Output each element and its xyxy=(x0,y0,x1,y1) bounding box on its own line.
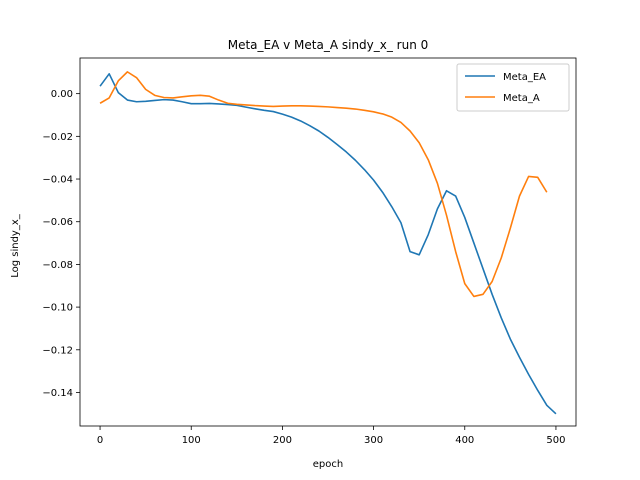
axes-layer: 0 100 200 300 400 500 0.00 −0.02 −0.04 −0.06 −0.08… xyxy=(42,57,577,446)
y-tick-label: −0.12 xyxy=(42,345,73,356)
series-line-meta-ea xyxy=(99,73,557,415)
legend-label-meta-a: Meta_A xyxy=(503,93,540,104)
series-line-meta-a xyxy=(99,71,548,298)
x-tick-label: 0 xyxy=(97,435,103,446)
y-tick-label: −0.08 xyxy=(42,260,73,271)
y-tick-label: −0.10 xyxy=(42,303,73,314)
series-layer xyxy=(99,71,557,415)
x-axis-title: epoch xyxy=(313,459,343,470)
x-tick-label: 200 xyxy=(273,435,292,446)
y-tick-label: −0.14 xyxy=(42,388,73,399)
y-tick-label: −0.02 xyxy=(42,132,73,143)
legend-label-meta-ea: Meta_EA xyxy=(503,72,546,83)
y-axis-title: Log sindy_x_ xyxy=(10,213,21,278)
chart-title: Meta_EA v Meta_A sindy_x_ run 0 xyxy=(228,38,429,52)
y-tick-label: −0.06 xyxy=(42,217,73,228)
y-tick-label: 0.00 xyxy=(51,89,73,100)
x-tick-label: 500 xyxy=(546,435,565,446)
x-tick-label: 400 xyxy=(455,435,474,446)
x-tick-label: 300 xyxy=(364,435,383,446)
legend: Meta_EA Meta_A xyxy=(456,63,570,112)
plot-frame xyxy=(79,57,577,427)
y-tick-label: −0.04 xyxy=(42,175,73,186)
x-tick-label: 100 xyxy=(182,435,201,446)
